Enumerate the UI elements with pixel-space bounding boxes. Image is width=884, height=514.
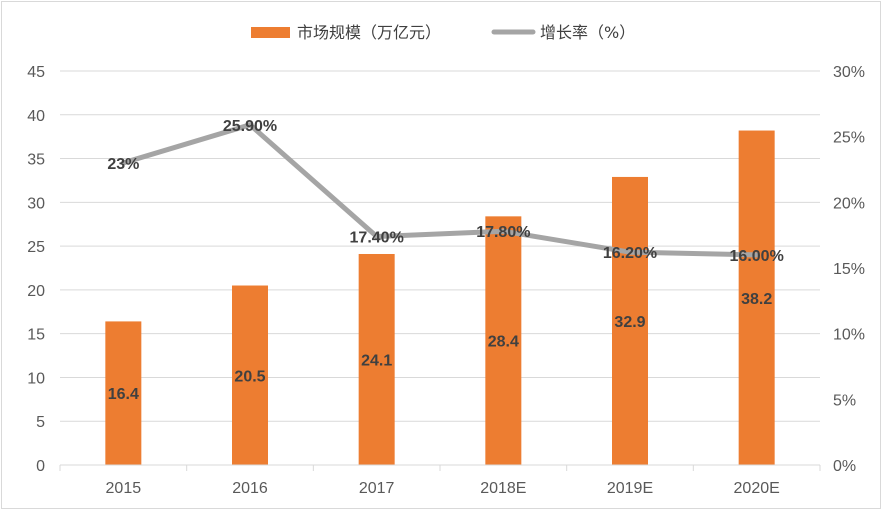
y-tick-label: 25 [27, 239, 45, 256]
bar-value-label: 28.4 [488, 334, 519, 351]
y2-tick-label: 15% [833, 261, 865, 278]
y-tick-label: 5 [36, 414, 45, 431]
y-tick-label: 40 [27, 108, 45, 125]
y-tick-label: 20 [27, 283, 45, 300]
bar [485, 216, 522, 465]
growth-rate-label: 17.80% [476, 224, 530, 241]
legend-swatch-bar [251, 27, 290, 38]
growth-rate-point [627, 249, 633, 255]
growth-rate-label: 23% [107, 156, 139, 173]
growth-rate-point [120, 160, 126, 166]
y2-tick-label: 25% [833, 130, 865, 147]
growth-rate-label: 25.90% [223, 118, 277, 135]
growth-rate-label: 16.00% [730, 248, 784, 265]
growth-rate-label: 16.20% [603, 245, 657, 262]
y2-tick-label: 0% [833, 458, 856, 475]
bar [738, 130, 775, 465]
bar-value-label: 20.5 [234, 368, 265, 385]
x-tick-label: 2015 [106, 480, 142, 497]
x-tick-label: 2016 [232, 480, 268, 497]
y2-tick-label: 10% [833, 327, 865, 344]
growth-rate-point [500, 228, 506, 234]
y-tick-label: 15 [27, 327, 45, 344]
growth-rate-point [754, 252, 760, 258]
y2-tick-label: 5% [833, 392, 856, 409]
bar-value-label: 38.2 [741, 291, 772, 308]
y-tick-label: 45 [27, 64, 45, 81]
y-tick-label: 30 [27, 195, 45, 212]
y2-tick-label: 20% [833, 195, 865, 212]
legend-label-line: 增长率（%） [540, 23, 635, 42]
bar [105, 321, 142, 465]
y-tick-label: 35 [27, 152, 45, 169]
legend-label-bar: 市场规模（万亿元） [297, 23, 441, 42]
bar [232, 285, 268, 465]
growth-rate-label: 17.40% [350, 229, 404, 246]
bar-value-label: 16.4 [108, 386, 139, 403]
bar-value-label: 32.9 [614, 314, 645, 331]
growth-rate-point [247, 122, 253, 128]
y2-tick-label: 30% [833, 64, 865, 81]
y-tick-label: 0 [36, 458, 45, 475]
bar [612, 176, 648, 466]
growth-rate-point [374, 233, 380, 239]
bar [358, 253, 395, 465]
y-tick-label: 10 [27, 370, 45, 387]
x-tick-label: 2018E [480, 480, 526, 497]
bar-value-label: 24.1 [361, 352, 392, 369]
x-tick-label: 2017 [359, 480, 395, 497]
x-tick-label: 2020E [734, 480, 780, 497]
x-tick-label: 2019E [607, 480, 653, 497]
growth-rate-line [120, 122, 760, 258]
